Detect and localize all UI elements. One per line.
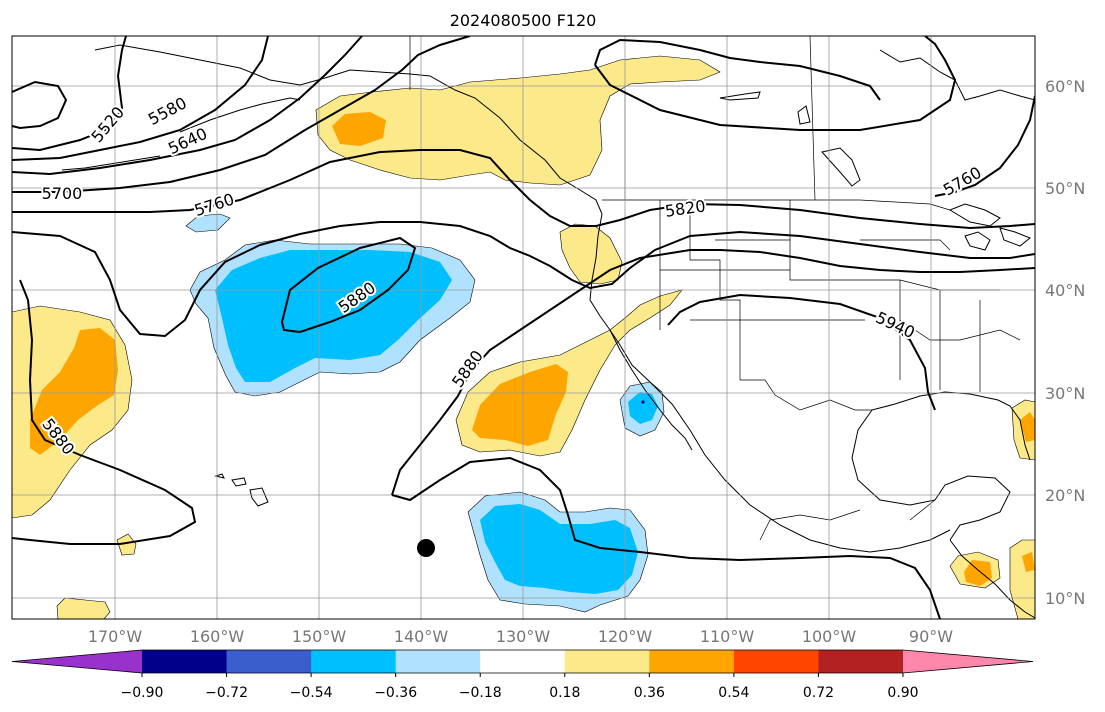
lat-label: 30°N xyxy=(1045,384,1085,403)
strong-positive-baja xyxy=(472,364,568,446)
negative-anomaly-tiny-north xyxy=(185,213,231,233)
map-frame xyxy=(11,35,1036,620)
colorbar-extend-low xyxy=(12,650,142,673)
strong-positive-se-edge xyxy=(1022,552,1035,572)
strong-negative-small-cell xyxy=(628,392,658,424)
colorbar-swatch xyxy=(311,650,397,673)
colorbar-tick-label: 0.18 xyxy=(549,685,580,701)
colorbar-tick-label: −0.18 xyxy=(459,685,502,701)
lat-label: 40°N xyxy=(1045,281,1085,300)
strong-positive-alaska xyxy=(332,112,386,146)
strong-positive-gulf xyxy=(1020,412,1035,442)
colorbar-swatch xyxy=(226,650,312,673)
lon-label: 110°W xyxy=(700,627,755,646)
colorbar-tick-label: −0.72 xyxy=(205,685,248,701)
colorbar: −0.90 −0.72 −0.54 −0.36 −0.18 0.18 0.36 0.54 0.7… xyxy=(11,649,1034,701)
colorbar-tick-label: 0.36 xyxy=(634,685,665,701)
lon-label: 100°W xyxy=(802,627,857,646)
colorbar-tick-label: 0.54 xyxy=(718,685,749,701)
graticule xyxy=(12,36,1035,619)
lon-label: 140°W xyxy=(394,627,449,646)
storm-center-marker xyxy=(417,539,435,557)
cell-center-dot xyxy=(641,400,645,404)
lat-label: 20°N xyxy=(1045,486,1085,505)
strong-negative-pacific xyxy=(215,250,452,382)
lon-label: 90°W xyxy=(909,627,953,646)
colorbar-tick-label: 0.90 xyxy=(887,685,918,701)
height-contours xyxy=(12,36,1035,619)
contour-label: 5700 xyxy=(42,184,83,203)
anomaly-shading xyxy=(12,55,1035,619)
colorbar-tick-label: −0.54 xyxy=(290,685,333,701)
colorbar-swatch xyxy=(733,650,819,673)
lat-label: 50°N xyxy=(1045,179,1085,198)
colorbar-swatch xyxy=(480,650,566,673)
colorbar-swatch xyxy=(818,650,904,673)
map-content: 5520 5580 5640 5700 5760 5880 5880 5880 … xyxy=(12,36,1035,619)
positive-anomaly-small-hawaii xyxy=(116,533,137,556)
longitude-labels: 170°W 160°W 150°W 140°W 130°W 120°W 110°… xyxy=(88,627,953,646)
lon-label: 160°W xyxy=(190,627,245,646)
lon-label: 170°W xyxy=(88,627,143,646)
colorbar-tick-label: −0.36 xyxy=(374,685,417,701)
colorbar-swatch xyxy=(395,650,481,673)
lon-label: 120°W xyxy=(598,627,653,646)
figure-title: 2024080500 F120 xyxy=(450,11,597,30)
lat-label: 10°N xyxy=(1045,589,1085,608)
colorbar-swatch xyxy=(142,650,228,673)
strong-positive-centralamerica xyxy=(964,560,992,586)
lon-label: 150°W xyxy=(292,627,347,646)
lon-label: 130°W xyxy=(496,627,551,646)
colorbar-tick-label: 0.72 xyxy=(803,685,834,701)
colorbar-tick-label: −0.90 xyxy=(121,685,164,701)
colorbar-extend-high xyxy=(903,650,1033,673)
colorbar-swatch xyxy=(649,650,735,673)
strong-positive-westpacific xyxy=(30,328,118,455)
strong-negative-tropical xyxy=(480,504,638,594)
latitude-labels: 60°N 50°N 40°N 30°N 20°N 10°N xyxy=(1045,77,1085,608)
colorbar-swatch xyxy=(564,650,650,673)
lat-label: 60°N xyxy=(1045,77,1085,96)
